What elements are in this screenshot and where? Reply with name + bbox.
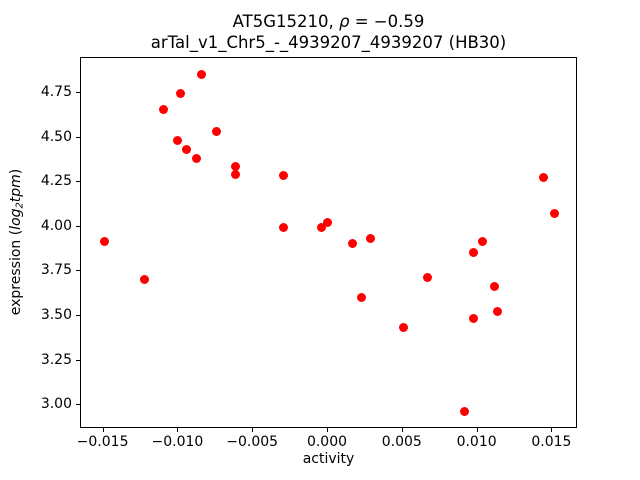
chart-subtitle: arTal_v1_Chr5_-_4939207_4939207 (HB30) (150, 33, 507, 52)
y-tick-label: 3.50 (40, 306, 72, 323)
data-point (356, 292, 366, 302)
y-tick-label: 4.75 (40, 84, 72, 101)
data-point (422, 273, 432, 283)
rho-value-text: = −0.59 (349, 12, 425, 31)
plot-area (80, 57, 577, 428)
x-tick-label: 0.015 (531, 434, 572, 450)
data-point (469, 248, 479, 258)
data-point (398, 322, 408, 332)
data-point (159, 105, 169, 115)
data-point (181, 144, 191, 154)
y-axis-label: expression (log2tpm) (8, 168, 26, 316)
y-tick (76, 359, 80, 361)
log2tpm-math-text: log2tpm (8, 174, 26, 230)
y-tick-label: 3.00 (40, 396, 72, 413)
data-point (279, 223, 289, 233)
x-tick (252, 428, 254, 432)
x-tick-label: −0.005 (226, 434, 279, 450)
x-tick-label: 0.010 (456, 434, 497, 450)
data-point (549, 208, 559, 218)
x-tick (551, 428, 553, 432)
y-tick-label: 4.50 (40, 128, 72, 145)
data-point (478, 237, 488, 247)
x-axis-label: activity (302, 451, 355, 467)
chart-title: AT5G15210, ρ = −0.59 arTal_v1_Chr5_-_493… (80, 11, 577, 53)
x-tick-label: 0.005 (381, 434, 422, 450)
data-point (347, 239, 357, 249)
chart-title-line1: AT5G15210, ρ = −0.59 (80, 11, 577, 32)
x-tick-label: −0.015 (76, 434, 129, 450)
x-tick (177, 428, 179, 432)
data-point (365, 233, 375, 243)
data-point (192, 153, 202, 163)
data-point (539, 173, 549, 183)
gene-id-text: AT5G15210, (232, 12, 339, 31)
y-tick (76, 92, 80, 94)
rho-symbol: ρ (338, 12, 350, 31)
data-point (279, 171, 289, 181)
data-point (139, 274, 149, 284)
data-point (99, 237, 109, 247)
data-point (196, 69, 206, 79)
x-tick (102, 428, 104, 432)
data-point (460, 406, 470, 416)
data-point (211, 126, 221, 136)
x-tick-label: 0.000 (306, 434, 348, 450)
y-tick (76, 270, 80, 272)
data-point (493, 306, 503, 316)
data-point (316, 223, 326, 233)
x-tick (401, 428, 403, 432)
data-point (490, 281, 500, 291)
x-tick (327, 428, 328, 432)
y-tick-label: 4.00 (40, 217, 72, 234)
y-tick (76, 225, 80, 227)
y-tick-label: 3.75 (40, 262, 72, 279)
y-tick-label: 3.25 (40, 351, 72, 368)
data-point (172, 135, 182, 145)
data-point (322, 217, 332, 227)
y-tick-label: 4.25 (40, 173, 72, 190)
x-tick-label: −0.010 (151, 434, 204, 450)
y-tick (76, 136, 80, 138)
y-tick (76, 314, 80, 316)
data-point (469, 314, 479, 324)
y-tick (76, 181, 80, 183)
data-point (231, 162, 241, 172)
data-point (175, 89, 185, 99)
x-tick (476, 428, 478, 432)
y-tick (76, 404, 80, 406)
data-point (231, 169, 241, 179)
